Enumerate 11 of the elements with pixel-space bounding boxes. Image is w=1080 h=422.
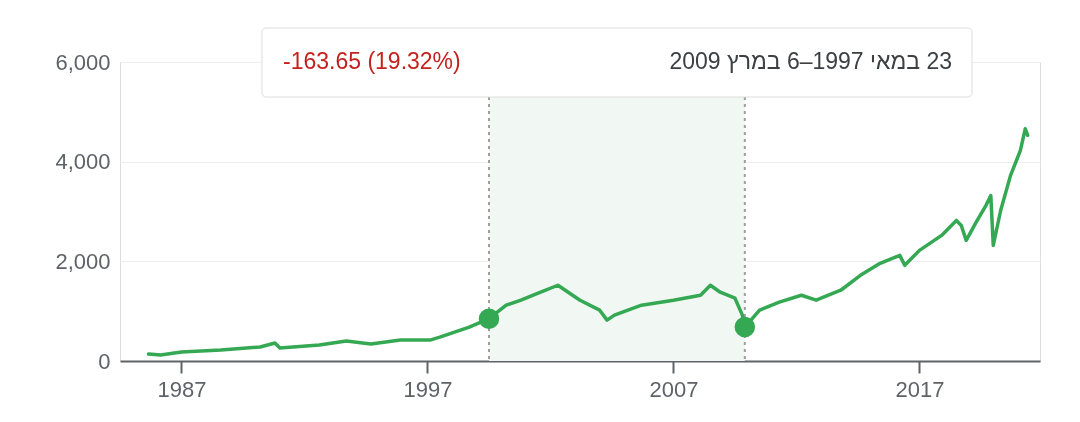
x-tick-label: 1997	[403, 376, 453, 402]
annotation: 23 במאי 1997–6 במרץ 2009	[669, 48, 952, 74]
y-tick-label: 2,000	[55, 248, 111, 274]
y-tick-label: 0	[98, 348, 111, 374]
x-tick-label: 2007	[649, 376, 699, 402]
y-tick-label: 4,000	[55, 149, 111, 175]
x-tick-label: 1987	[157, 376, 207, 402]
line-series	[146, 127, 1030, 357]
y-tick-label: 6,000	[55, 49, 111, 75]
x-tick-label: 2017	[895, 376, 945, 402]
annotation: -163.65 (19.32%)	[283, 48, 461, 74]
